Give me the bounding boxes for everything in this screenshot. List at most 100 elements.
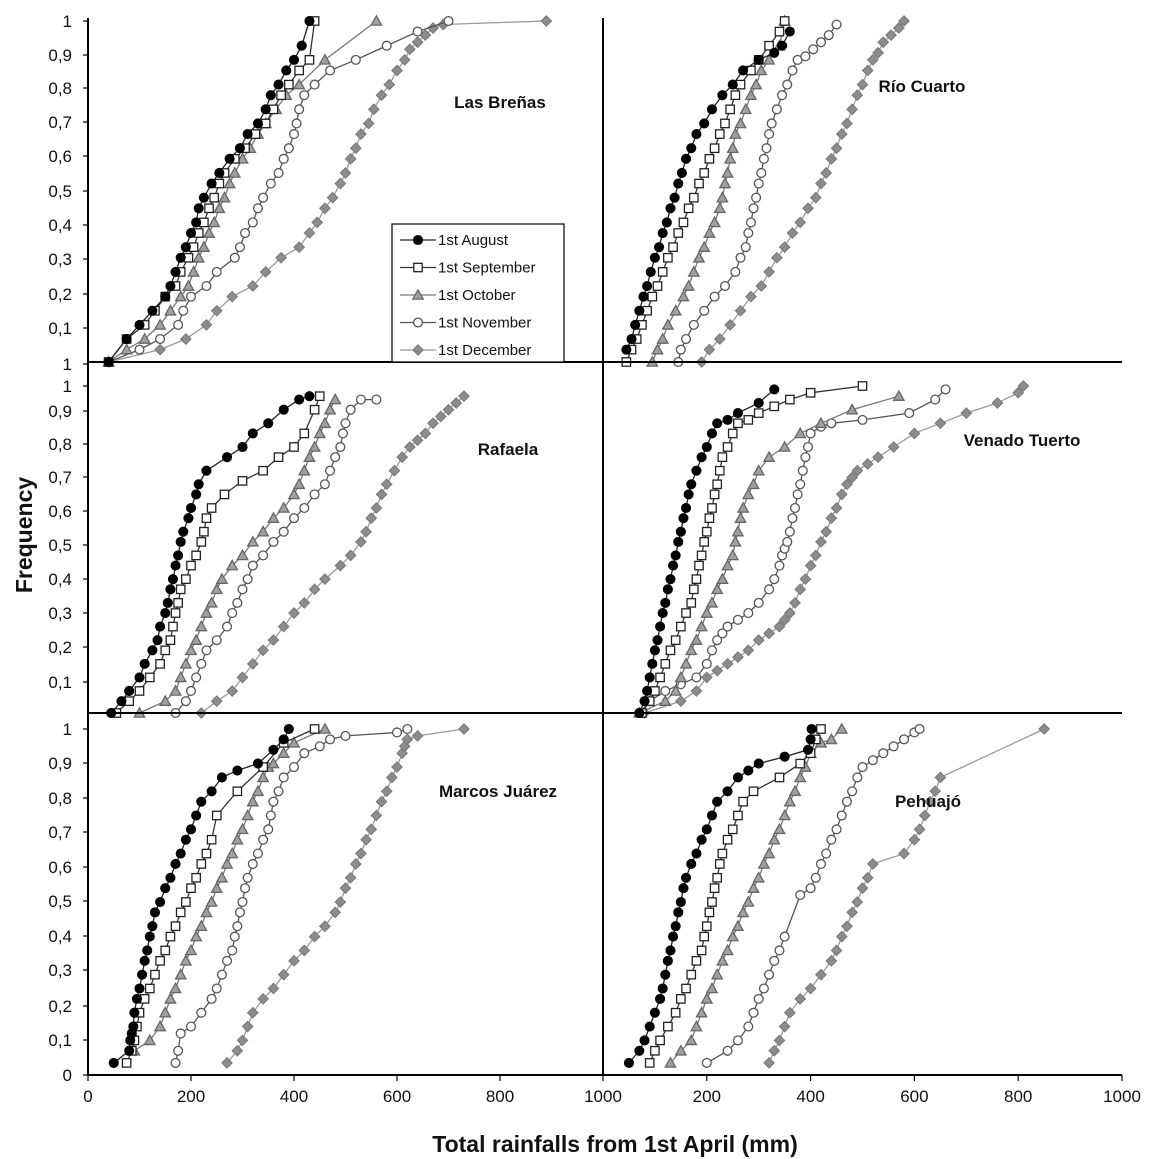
data-point [391, 727, 403, 738]
data-point [810, 872, 821, 883]
data-point [657, 267, 668, 277]
data-point [647, 291, 658, 302]
data-point [215, 871, 229, 883]
data-point [155, 333, 166, 345]
data-point [124, 685, 135, 697]
data-point [866, 858, 879, 870]
data-point [694, 178, 704, 189]
data-point [214, 167, 225, 178]
data-point [835, 722, 849, 734]
data-point [434, 410, 447, 423]
data-point [688, 584, 699, 595]
y-tick-label: 0,6 [48, 858, 72, 877]
data-point [662, 955, 673, 966]
data-point [259, 265, 272, 278]
data-point [846, 906, 859, 919]
data-point [283, 79, 294, 90]
data-point [411, 730, 424, 742]
data-point [277, 746, 291, 759]
data-point [724, 318, 737, 331]
series-line [108, 20, 311, 363]
data-point [155, 621, 166, 632]
data-point [661, 318, 675, 330]
data-point [318, 416, 332, 429]
data-point [309, 724, 320, 734]
data-point [185, 824, 197, 835]
data-point [287, 487, 301, 500]
data-point [795, 758, 806, 769]
data-point [402, 723, 413, 735]
data-point [167, 574, 179, 585]
data-point [647, 658, 658, 669]
data-point [764, 584, 775, 595]
data-point [795, 479, 806, 490]
data-point [288, 762, 300, 773]
data-point [730, 90, 741, 101]
data-point [237, 441, 248, 453]
data-point [263, 824, 274, 835]
data-point [697, 240, 711, 252]
data-point [686, 969, 697, 980]
data-point [380, 785, 393, 798]
data-point [206, 993, 217, 1004]
y-tick-label: 0,9 [48, 46, 72, 65]
data-point [309, 404, 320, 415]
legend-marker [412, 317, 424, 328]
data-point [802, 744, 814, 755]
data-point [717, 90, 728, 101]
x-tick-label: 0 [83, 1087, 92, 1106]
data-point [934, 417, 947, 430]
series-line [133, 728, 326, 1052]
data-point [699, 305, 710, 316]
data-point [173, 319, 184, 330]
data-point [644, 672, 655, 683]
data-point [711, 664, 724, 677]
data-point [179, 333, 192, 345]
data-point [734, 304, 747, 317]
data-point [210, 582, 224, 595]
series-2 [644, 724, 826, 1068]
data-point [764, 129, 775, 140]
x-tick-label: 600 [900, 1087, 928, 1106]
data-point [673, 228, 684, 238]
data-point [256, 525, 270, 537]
series-1 [103, 15, 315, 368]
data-point [121, 1058, 132, 1068]
data-point [683, 489, 694, 500]
data-point [247, 858, 258, 869]
data-point [149, 907, 161, 918]
data-point [450, 397, 463, 409]
data-point [289, 442, 299, 452]
panel-3: Rafaela 1 0,9 0,8 0,7 0,6 0,5 0,4 0,3 0,2 0,1 [48, 377, 539, 719]
data-point [154, 343, 167, 356]
data-point [774, 772, 785, 783]
data-point [779, 751, 790, 762]
data-point [240, 227, 251, 239]
data-point [191, 810, 202, 821]
data-point [334, 177, 347, 190]
data-point [866, 53, 879, 66]
data-point [663, 252, 673, 263]
data-point [713, 333, 726, 345]
data-point [892, 22, 905, 34]
x-tick-label: 200 [693, 1087, 721, 1106]
data-point [670, 635, 681, 645]
data-point [763, 627, 775, 640]
data-point [170, 1057, 181, 1068]
data-point [789, 502, 801, 514]
data-point [275, 251, 288, 264]
data-point [299, 428, 310, 439]
data-point [234, 143, 245, 154]
series-5 [102, 15, 553, 368]
data-point [714, 859, 725, 869]
data-point [841, 117, 853, 130]
data-point [288, 54, 300, 65]
data-point [766, 118, 777, 129]
data-point [634, 1045, 645, 1056]
data-point [718, 177, 732, 189]
y-tick-label: 0,1 [48, 673, 72, 692]
data-point [733, 810, 743, 821]
data-point [861, 871, 874, 884]
data-point [241, 808, 254, 821]
data-point [225, 847, 239, 859]
